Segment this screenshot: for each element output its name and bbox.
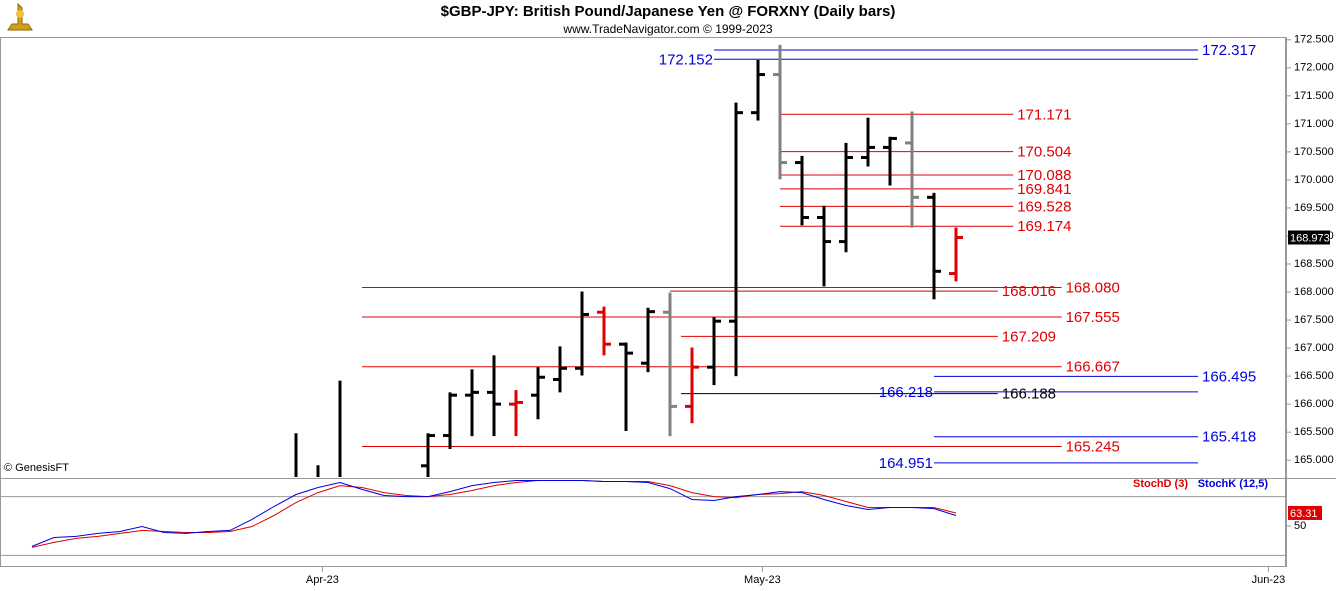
- y-tick-label: 172.500: [1294, 34, 1334, 46]
- level-label: 166.218: [879, 384, 933, 401]
- level-label: 170.088: [1017, 167, 1071, 184]
- level-label: 167.555: [1066, 309, 1120, 326]
- logo: [7, 2, 33, 31]
- y-tick-label: 170.000: [1294, 174, 1334, 186]
- y-tick-label: 166.000: [1294, 398, 1334, 410]
- level-label: 169.174: [1017, 218, 1071, 235]
- stoch-line: [31, 480, 957, 547]
- y-tick-label: 171.500: [1294, 90, 1334, 102]
- legend-entry: StochD (3): [1133, 478, 1188, 490]
- last-price-box: [1288, 230, 1330, 245]
- legend-entry: StochK (12,5): [1198, 478, 1269, 490]
- y-tick-label: 171.000: [1294, 118, 1334, 130]
- level-label: 172.152: [659, 51, 713, 68]
- chart-subtitle: www.TradeNavigator.com © 1999-2023: [562, 22, 772, 36]
- stoch-line: [31, 480, 957, 548]
- level-label: 171.171: [1017, 106, 1071, 123]
- level-label: 168.016: [1002, 283, 1056, 300]
- last-price-label: 168.973: [1290, 232, 1330, 244]
- y-tick-label: 170.500: [1294, 146, 1334, 158]
- level-label: 164.951: [879, 455, 933, 472]
- level-label: 170.504: [1017, 144, 1071, 161]
- y-tick-label: 167.000: [1294, 342, 1334, 354]
- level-label: 169.841: [1017, 181, 1071, 198]
- y-tick-label: 167.500: [1294, 314, 1334, 326]
- chart-title: $GBP-JPY: British Pound/Japanese Yen @ F…: [441, 3, 896, 20]
- x-tick-label: Apr-23: [306, 574, 339, 586]
- level-label: 165.245: [1066, 438, 1120, 455]
- x-tick-label: Jun-23: [1252, 574, 1286, 586]
- axes: 172.500 172.000 171.500 171.000 170.500 170.0…: [306, 34, 1334, 586]
- y-tick-label: 168.000: [1294, 286, 1334, 298]
- level-label: 166.495: [1202, 368, 1256, 385]
- x-tick-label: May-23: [744, 574, 781, 586]
- y-tick-label: 172.000: [1294, 62, 1334, 74]
- level-label: 165.418: [1202, 429, 1256, 446]
- y-tick-label: 50: [1294, 520, 1306, 532]
- level-label: 172.317: [1202, 42, 1256, 59]
- y-tick-label: 166.500: [1294, 370, 1334, 382]
- watermark: © GenesisFT: [4, 462, 69, 474]
- last-value-box: [1288, 505, 1322, 520]
- level-label: 169.528: [1017, 198, 1071, 215]
- y-tick-label: 165.500: [1294, 426, 1334, 438]
- last-value-label: 63.31: [1290, 508, 1318, 520]
- price-panel: [294, 44, 1198, 477]
- stoch-panel: [0, 480, 1286, 556]
- y-tick-label: 168.500: [1294, 258, 1334, 270]
- y-tick-label: 165.000: [1294, 454, 1334, 466]
- y-tick-label: 169.500: [1294, 202, 1334, 214]
- level-label: 166.667: [1066, 359, 1120, 376]
- plot-frame: [0, 37, 1286, 567]
- level-label: 167.209: [1002, 328, 1056, 345]
- level-label: 168.080: [1066, 280, 1120, 297]
- level-label: 166.188: [1002, 386, 1056, 403]
